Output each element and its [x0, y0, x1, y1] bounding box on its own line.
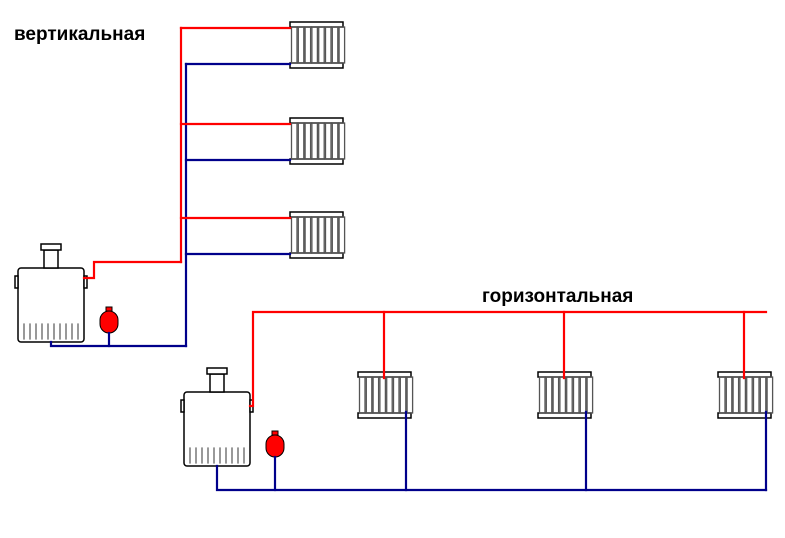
heating-diagram	[0, 0, 785, 538]
